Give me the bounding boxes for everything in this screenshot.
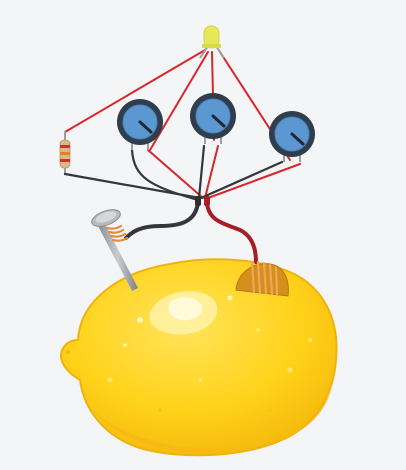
dial-icon[interactable] (190, 93, 236, 144)
dial3-red-wire (207, 163, 301, 199)
resistor-icon[interactable] (59, 139, 71, 169)
nail-icon[interactable] (90, 206, 138, 291)
dial1-red-wire (147, 149, 204, 199)
wiring (63, 49, 301, 264)
led-to-resistor-wire (64, 49, 206, 133)
led-icon[interactable] (199, 25, 225, 59)
dial3-black-wire (199, 160, 284, 200)
coin-icon[interactable] (235, 260, 289, 297)
lemon-icon (60, 258, 338, 457)
negative-lead-wire (124, 200, 200, 240)
dial2-red-wire (204, 145, 219, 199)
dial2-black-wire (197, 144, 206, 200)
dial-icon[interactable] (117, 99, 163, 150)
dial-icon[interactable] (269, 111, 315, 162)
wire-junction (195, 196, 210, 206)
positive-lead-wire (205, 200, 258, 264)
dial1-black-wire (130, 148, 200, 202)
